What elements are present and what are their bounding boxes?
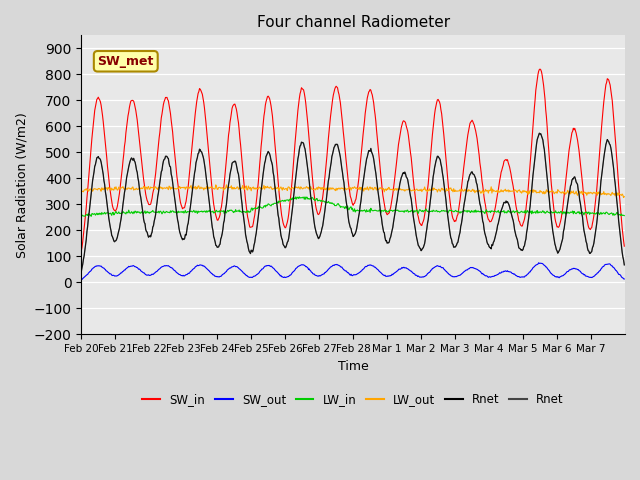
Rnet xyxy=(268,159,276,165)
Rnet xyxy=(77,269,85,275)
Rnet xyxy=(409,208,417,214)
LW_in xyxy=(296,194,303,200)
SW_in xyxy=(620,243,628,249)
SW_out xyxy=(440,266,447,272)
Line: SW_in: SW_in xyxy=(81,69,624,251)
SW_in xyxy=(241,189,249,195)
Title: Four channel Radiometer: Four channel Radiometer xyxy=(257,15,450,30)
Line: Rnet: Rnet xyxy=(81,133,624,272)
LW_out xyxy=(620,194,627,200)
LW_out xyxy=(410,187,417,193)
SW_out xyxy=(142,272,150,277)
LW_in xyxy=(269,201,276,207)
Rnet xyxy=(620,262,628,268)
Rnet xyxy=(241,224,249,229)
SW_in xyxy=(141,187,149,192)
LW_out xyxy=(289,185,297,191)
Y-axis label: Solar Radiation (W/m2): Solar Radiation (W/m2) xyxy=(15,112,28,258)
SW_out xyxy=(620,276,628,282)
Rnet xyxy=(620,262,628,268)
SW_out xyxy=(242,272,250,277)
LW_in xyxy=(410,208,418,214)
SW_in xyxy=(536,66,544,72)
LW_in xyxy=(87,214,95,219)
Line: Rnet: Rnet xyxy=(81,133,624,272)
SW_in xyxy=(77,248,85,254)
LW_in xyxy=(77,213,85,218)
LW_in xyxy=(142,210,150,216)
Line: LW_in: LW_in xyxy=(81,197,624,216)
LW_out xyxy=(223,182,230,188)
Rnet xyxy=(536,130,543,136)
LW_out xyxy=(620,194,628,200)
Line: LW_out: LW_out xyxy=(81,185,624,197)
SW_out xyxy=(269,264,276,270)
SW_in xyxy=(289,176,296,182)
Rnet xyxy=(439,174,447,180)
SW_in xyxy=(409,170,417,176)
Rnet xyxy=(409,208,417,214)
LW_in xyxy=(440,208,448,214)
Rnet xyxy=(241,224,249,229)
Rnet xyxy=(268,159,276,165)
SW_in xyxy=(439,123,447,129)
LW_out xyxy=(77,187,85,193)
X-axis label: Time: Time xyxy=(338,360,369,372)
LW_in xyxy=(242,210,250,216)
Rnet xyxy=(141,221,149,227)
LW_out xyxy=(242,184,250,190)
LW_out xyxy=(269,187,276,192)
Line: SW_out: SW_out xyxy=(81,263,624,279)
LW_out xyxy=(440,186,447,192)
SW_out xyxy=(78,276,86,282)
Rnet xyxy=(289,208,296,214)
Rnet xyxy=(77,269,85,275)
LW_in xyxy=(289,196,297,202)
Rnet xyxy=(289,208,296,214)
Rnet xyxy=(536,130,543,136)
Rnet xyxy=(141,221,149,227)
LW_out xyxy=(141,187,149,192)
LW_in xyxy=(620,213,628,218)
SW_out xyxy=(289,269,297,275)
SW_in xyxy=(268,108,276,113)
Rnet xyxy=(439,174,447,180)
SW_out xyxy=(535,260,543,265)
Legend: SW_in, SW_out, LW_in, LW_out, Rnet, Rnet: SW_in, SW_out, LW_in, LW_out, Rnet, Rnet xyxy=(138,388,568,410)
SW_out xyxy=(77,276,85,282)
Text: SW_met: SW_met xyxy=(97,55,154,68)
SW_out xyxy=(410,271,417,276)
